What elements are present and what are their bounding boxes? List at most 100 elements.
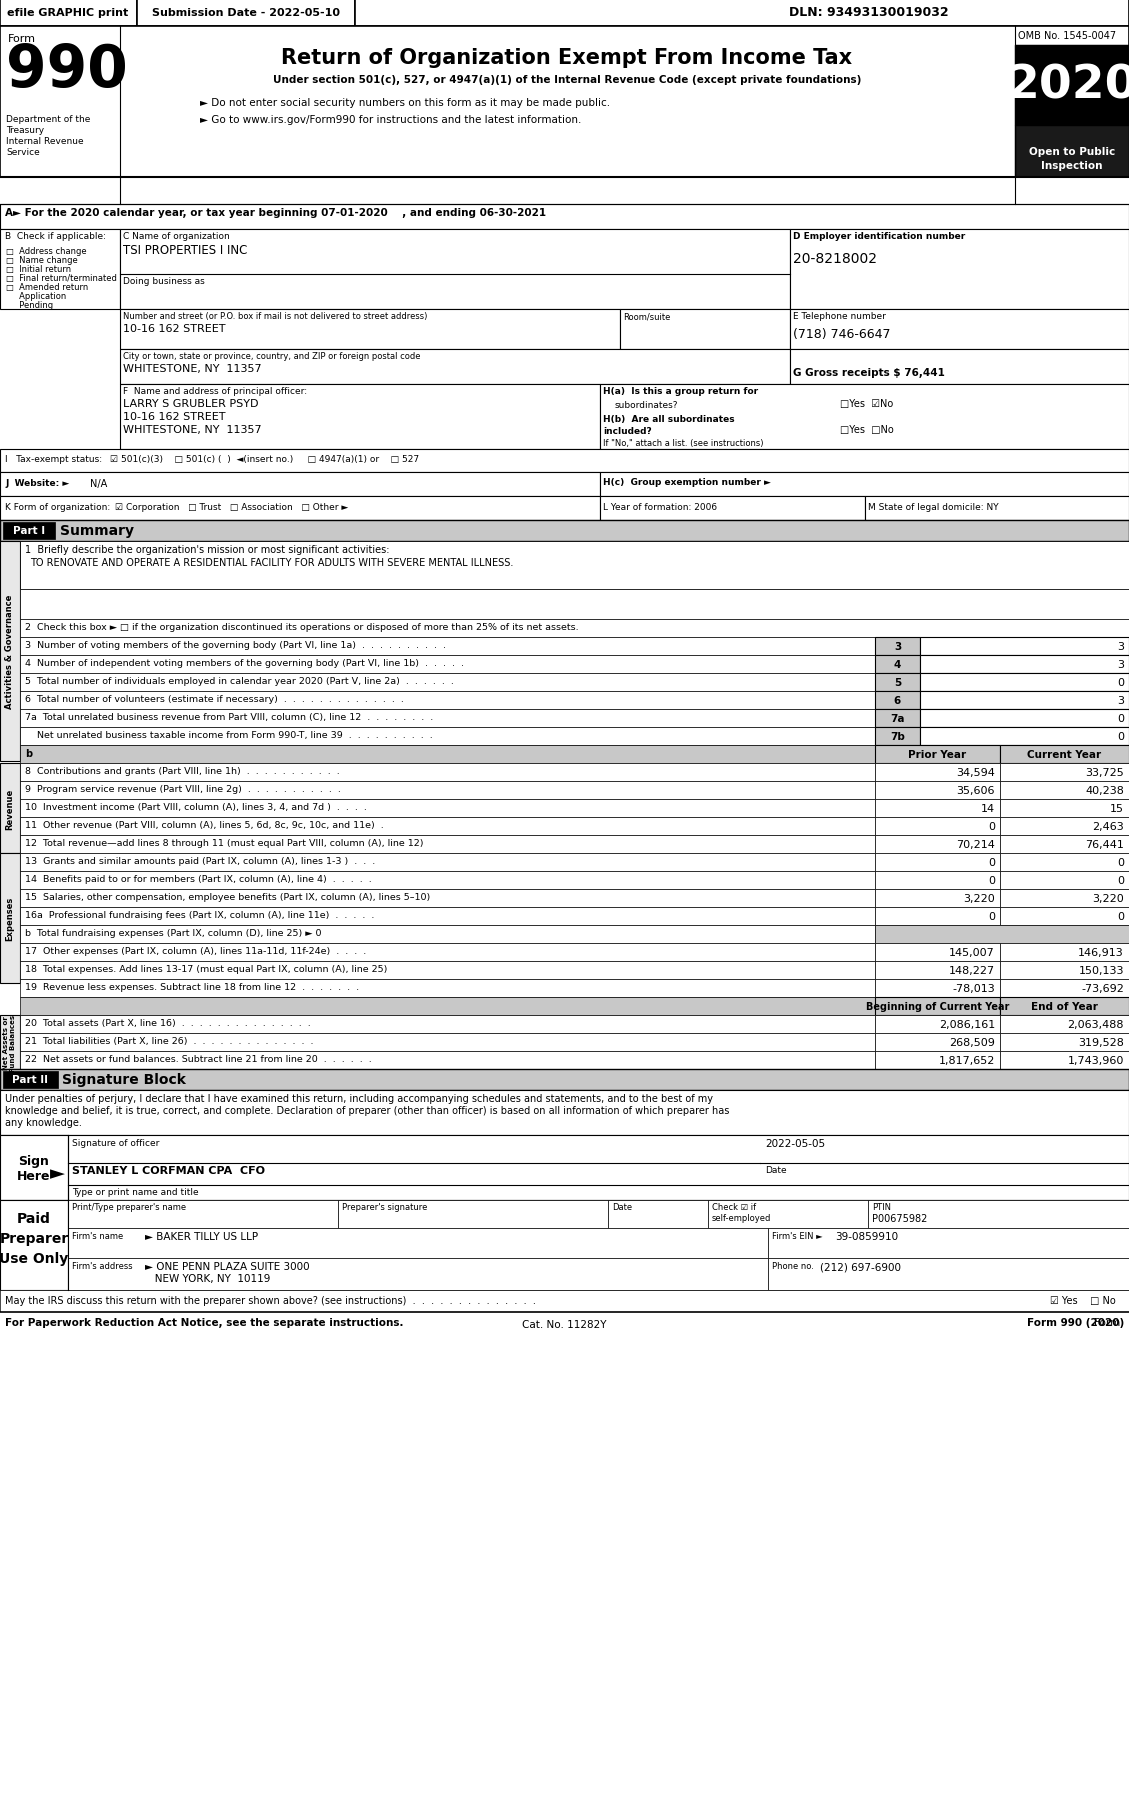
Bar [920, 674, 1129, 692]
Bar [20, 782, 875, 799]
Text: Room/suite: Room/suite [623, 313, 671, 322]
Bar [865, 497, 1129, 520]
Bar [1000, 1052, 1129, 1070]
Text: 39-0859910: 39-0859910 [835, 1231, 899, 1241]
Bar [920, 656, 1129, 674]
Text: 2  Check this box ► □ if the organization discontinued its operations or dispose: 2 Check this box ► □ if the organization… [25, 623, 579, 632]
Text: Return of Organization Exempt From Income Tax: Return of Organization Exempt From Incom… [281, 49, 852, 69]
Bar [68, 1200, 338, 1229]
Text: 70,214: 70,214 [956, 840, 995, 849]
Text: D Employer identification number: D Employer identification number [793, 231, 965, 240]
Text: H(c)  Group exemption number ►: H(c) Group exemption number ► [603, 477, 771, 486]
Text: Check ☑ if: Check ☑ if [712, 1202, 756, 1211]
Bar [3, 522, 55, 540]
Bar [20, 620, 1129, 638]
Text: efile GRAPHIC print: efile GRAPHIC print [8, 7, 129, 18]
Text: 0: 0 [1117, 858, 1124, 867]
Text: b  Total fundraising expenses (Part IX, column (D), line 25) ► 0: b Total fundraising expenses (Part IX, c… [25, 929, 322, 938]
Text: 21  Total liabilities (Part X, line 26)  .  .  .  .  .  .  .  .  .  .  .  .  .  : 21 Total liabilities (Part X, line 26) .… [25, 1037, 314, 1046]
Text: 990: 990 [6, 42, 128, 99]
Bar [0, 853, 20, 983]
Text: Form: Form [1094, 1317, 1124, 1328]
Bar [875, 638, 920, 656]
Text: ►: ► [50, 1164, 65, 1182]
Text: Net unrelated business taxable income from Form 990-T, line 39  .  .  .  .  .  .: Net unrelated business taxable income fr… [25, 730, 432, 739]
Text: Use Only: Use Only [0, 1250, 69, 1265]
Bar [20, 764, 875, 782]
Text: Firm's EIN ►: Firm's EIN ► [772, 1231, 823, 1240]
Text: 3,220: 3,220 [963, 893, 995, 904]
Text: WHITESTONE, NY  11357: WHITESTONE, NY 11357 [123, 425, 262, 435]
Text: Preparer's signature: Preparer's signature [342, 1202, 428, 1211]
Text: Signature of officer: Signature of officer [72, 1138, 159, 1147]
Text: 0: 0 [1117, 876, 1124, 885]
Text: Preparer: Preparer [0, 1231, 69, 1245]
Text: Treasury: Treasury [6, 126, 44, 136]
Bar [599, 385, 1129, 450]
Text: ► ONE PENN PLAZA SUITE 3000: ► ONE PENN PLAZA SUITE 3000 [145, 1261, 309, 1272]
Bar [68, 1258, 768, 1290]
Bar [1000, 871, 1129, 889]
Bar [0, 229, 120, 309]
Text: For Paperwork Reduction Act Notice, see the separate instructions.: For Paperwork Reduction Act Notice, see … [5, 1317, 403, 1328]
Text: K Form of organization:: K Form of organization: [5, 502, 111, 511]
Bar [20, 943, 875, 961]
Bar [1000, 835, 1129, 853]
Bar [1000, 979, 1129, 997]
Text: 10  Investment income (Part VIII, column (A), lines 3, 4, and 7d )  .  .  .  .: 10 Investment income (Part VIII, column … [25, 802, 367, 811]
Bar [875, 674, 920, 692]
Bar [1000, 764, 1129, 782]
Text: 2,463: 2,463 [1092, 822, 1124, 831]
Bar [599, 473, 1129, 497]
Bar [875, 656, 920, 674]
Text: 35,606: 35,606 [956, 786, 995, 795]
Text: 10-16 162 STREET: 10-16 162 STREET [123, 412, 226, 421]
Text: Application: Application [6, 293, 67, 300]
Text: ☑ Yes    □ No: ☑ Yes □ No [1050, 1296, 1115, 1305]
Bar [68, 1229, 768, 1258]
Text: -73,692: -73,692 [1082, 983, 1124, 994]
Bar [875, 1016, 1000, 1034]
Text: Date: Date [612, 1202, 632, 1211]
Text: 0: 0 [1117, 732, 1124, 741]
Text: 12  Total revenue—add lines 8 through 11 (must equal Part VIII, column (A), line: 12 Total revenue—add lines 8 through 11 … [25, 838, 423, 847]
Bar [1000, 943, 1129, 961]
Text: ► Go to www.irs.gov/Form990 for instructions and the latest information.: ► Go to www.irs.gov/Form990 for instruct… [200, 116, 581, 125]
Bar [20, 638, 875, 656]
Bar [0, 497, 599, 520]
Bar [1000, 782, 1129, 799]
Text: Net Assets or
Fund Balances: Net Assets or Fund Balances [3, 1014, 17, 1072]
Text: □  Final return/terminated: □ Final return/terminated [6, 275, 117, 284]
Text: Here: Here [17, 1169, 51, 1182]
Text: 18  Total expenses. Add lines 13-17 (must equal Part IX, column (A), line 25): 18 Total expenses. Add lines 13-17 (must… [25, 965, 387, 974]
Bar [20, 979, 875, 997]
Text: Firm's address: Firm's address [72, 1261, 132, 1270]
Text: 10-16 162 STREET: 10-16 162 STREET [123, 323, 226, 334]
Text: Pending: Pending [6, 300, 53, 309]
Text: ► Do not enter social security numbers on this form as it may be made public.: ► Do not enter social security numbers o… [200, 98, 610, 108]
Text: OMB No. 1545-0047: OMB No. 1545-0047 [1018, 31, 1117, 42]
Text: 40,238: 40,238 [1085, 786, 1124, 795]
Bar [1000, 817, 1129, 835]
Bar [20, 1034, 875, 1052]
Bar [875, 799, 1000, 817]
Text: N/A: N/A [90, 479, 107, 488]
Text: J  Website: ►: J Website: ► [5, 479, 69, 488]
Bar [0, 450, 1129, 473]
Bar [768, 1229, 1129, 1258]
Bar [868, 1200, 1129, 1229]
Bar [875, 728, 920, 746]
Text: 22  Net assets or fund balances. Subtract line 21 from line 20  .  .  .  .  .  .: 22 Net assets or fund balances. Subtract… [25, 1055, 371, 1063]
Text: A► For the 2020 calendar year, or tax year beginning 07-01-2020    , and ending : A► For the 2020 calendar year, or tax ye… [5, 208, 546, 219]
Text: 7b: 7b [890, 732, 905, 741]
Text: 3: 3 [1117, 696, 1124, 705]
Text: 1  Briefly describe the organization's mission or most significant activities:: 1 Briefly describe the organization's mi… [25, 544, 390, 555]
Text: 76,441: 76,441 [1085, 840, 1124, 849]
Text: 9  Program service revenue (Part VIII, line 2g)  .  .  .  .  .  .  .  .  .  .  .: 9 Program service revenue (Part VIII, li… [25, 784, 341, 793]
Bar [0, 1135, 1129, 1200]
Text: G Gross receipts $ 76,441: G Gross receipts $ 76,441 [793, 369, 945, 378]
Bar [599, 497, 865, 520]
Bar [875, 925, 1129, 943]
Text: Activities & Governance: Activities & Governance [6, 595, 15, 708]
Text: Service: Service [6, 148, 40, 157]
